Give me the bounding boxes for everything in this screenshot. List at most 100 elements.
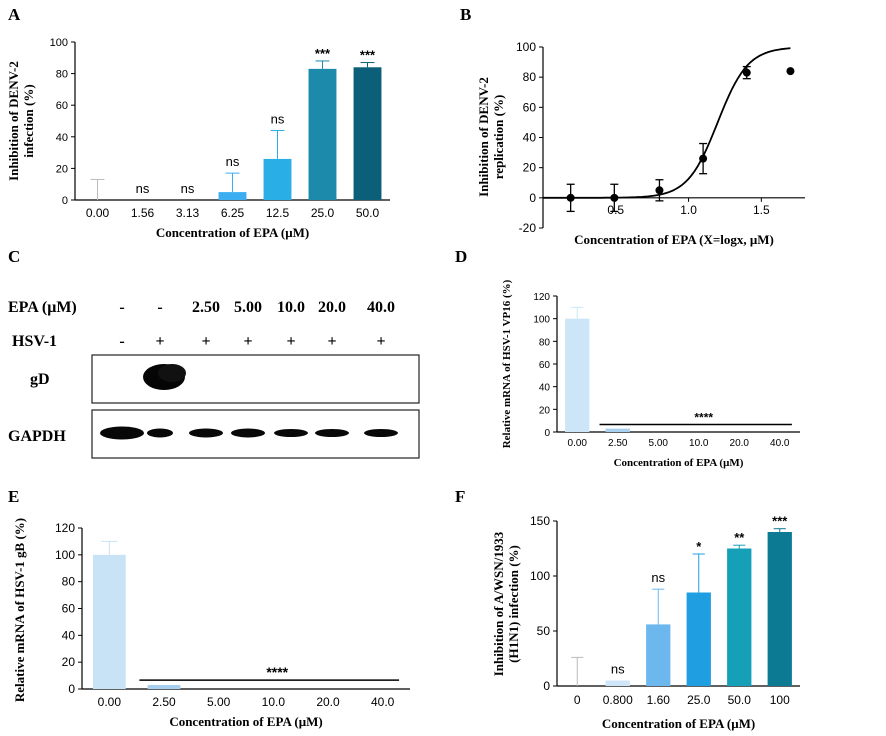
panel-label-b: B <box>460 5 471 24</box>
y-tick-label: 20 <box>539 405 551 416</box>
significance-label: ns <box>136 181 150 196</box>
x-tick-label: 0.800 <box>603 693 633 707</box>
x-tick-label: 50.0 <box>356 206 380 220</box>
epa-value: 10.0 <box>277 299 305 316</box>
y-tick-label: 100 <box>533 315 550 326</box>
y-tick-label: 40 <box>62 628 76 642</box>
y-tick-label: 80 <box>56 69 68 81</box>
x-tick-label: 10.0 <box>689 438 709 449</box>
y-tick-label: 60 <box>539 360 551 371</box>
x-tick-label: 2.50 <box>152 695 176 709</box>
y-axis-title: Relative mRNA of HSV-1 gB (%) <box>12 518 27 702</box>
fit-curve <box>543 47 791 199</box>
data-point <box>742 68 751 77</box>
x-tick-label: 20.0 <box>730 438 750 449</box>
significance-label: ** <box>734 530 745 545</box>
data-point <box>610 193 619 202</box>
y-tick-label: 100 <box>50 37 68 49</box>
chart-f: 0 50 100 150 0 0.800 ns 1.60 ns 25.0 * 50.0 ** 100 ***… <box>491 514 800 731</box>
x-tick-label: 0 <box>574 693 581 707</box>
significance-label: ns <box>271 111 285 126</box>
bar <box>147 684 181 689</box>
x-tick-label: 6.25 <box>221 206 245 220</box>
gapdh-band <box>231 428 265 438</box>
hsv-row-label: HSV-1 <box>12 333 57 350</box>
significance-label: *** <box>315 46 331 61</box>
x-tick-label: 5.00 <box>207 695 231 709</box>
y-axis-title: Inhibition of DENV-2replication (%) <box>476 77 506 197</box>
significance-stars: **** <box>266 664 288 680</box>
x-tick-label: 1.5 <box>753 203 770 217</box>
gapdh-row-label: GAPDH <box>8 428 66 445</box>
western-blot: EPA (μM) HSV-1 gD GAPDH - - 2.50 5.00 10.0 20… <box>8 299 420 459</box>
hsv-value: + <box>243 333 252 350</box>
significance-stars: **** <box>694 411 713 425</box>
y-tick-label: 60 <box>56 100 68 112</box>
gapdh-band <box>189 428 223 438</box>
epa-value: 20.0 <box>318 299 346 316</box>
hsv-value: - <box>119 333 124 350</box>
y-tick-label: 40 <box>539 383 551 394</box>
epa-value: 40.0 <box>367 299 395 316</box>
y-tick-label: 60 <box>523 100 537 114</box>
bar <box>308 68 337 200</box>
y-tick-label: 120 <box>55 521 75 535</box>
epa-row-label: EPA (μM) <box>8 299 77 316</box>
y-tick-label: -20 <box>519 221 537 235</box>
bar <box>263 158 292 200</box>
x-tick-label: 10.0 <box>262 695 286 709</box>
y-axis-title-line: Inhibition of A/WSN/1933 <box>491 531 506 676</box>
x-tick-label: 5.00 <box>649 438 669 449</box>
x-tick-label: 0.00 <box>568 438 588 449</box>
y-tick-label: 150 <box>530 514 550 528</box>
y-axis-title: Inhibition of A/WSN/1933(H1N1) infection… <box>491 531 521 676</box>
x-tick-label: 12.5 <box>266 206 290 220</box>
bar <box>605 680 630 686</box>
gd-bands <box>143 364 186 390</box>
y-tick-label: 0 <box>68 682 75 696</box>
significance-label: ns <box>651 570 665 585</box>
chart-a: 0 20 40 60 80 100 0.00 1.56 ns 3.13 ns 6.25 ns 12.5 ns… <box>6 37 390 240</box>
bar <box>686 592 711 686</box>
y-tick-label: 20 <box>523 161 537 175</box>
significance-label: *** <box>772 514 788 529</box>
bar <box>646 624 671 686</box>
y-axis-title-line: infection (%) <box>21 84 36 157</box>
bar <box>565 318 590 432</box>
x-tick-label: 1.0 <box>680 203 697 217</box>
y-tick-label: 50 <box>537 624 551 638</box>
significance-label: ns <box>181 181 195 196</box>
epa-value: - <box>119 299 124 316</box>
y-tick-label: 20 <box>56 163 68 175</box>
panel-label-f: F <box>455 487 465 506</box>
y-axis-title-line: replication (%) <box>491 95 506 180</box>
x-tick-label: 25.0 <box>687 693 711 707</box>
epa-value: - <box>157 299 162 316</box>
significance-label: * <box>696 539 702 554</box>
data-point <box>786 67 795 76</box>
y-tick-label: 0 <box>544 428 550 439</box>
y-tick-label: 40 <box>56 132 68 144</box>
y-axis-title: Relative mRNA of HSV-1 VP16 (%) <box>501 279 513 448</box>
hsv-value: + <box>201 333 210 350</box>
gd-band-core <box>158 364 186 382</box>
bar <box>353 67 382 200</box>
gapdh-band <box>147 428 173 438</box>
chart-e: 0 20 40 60 80 100 120 0.00 2.50 5.00 10.0 20.0 40.0 *… <box>12 518 410 729</box>
x-tick-label: 2.50 <box>608 438 628 449</box>
x-tick-label: 20.0 <box>316 695 340 709</box>
gapdh-band <box>100 426 144 440</box>
gapdh-band <box>274 429 308 437</box>
x-tick-label: 1.60 <box>647 693 671 707</box>
y-axis-title: Inhibition of DENV-2infection (%) <box>6 61 36 181</box>
x-tick-label: 40.0 <box>371 695 395 709</box>
y-axis-title-line: Inhibition of DENV-2 <box>6 61 21 181</box>
x-axis-title: Concentration of EPA (μM) <box>156 225 309 240</box>
gapdh-bands <box>100 426 398 440</box>
x-axis-title: Concentration of EPA (μM) <box>602 716 755 731</box>
x-tick-label: 100 <box>770 693 790 707</box>
y-tick-label: 100 <box>530 569 550 583</box>
significance-label: ns <box>226 154 240 169</box>
chart-b: -20 0 20 40 60 80 100 0.5 1.0 1.5 Concentration of… <box>476 40 805 247</box>
